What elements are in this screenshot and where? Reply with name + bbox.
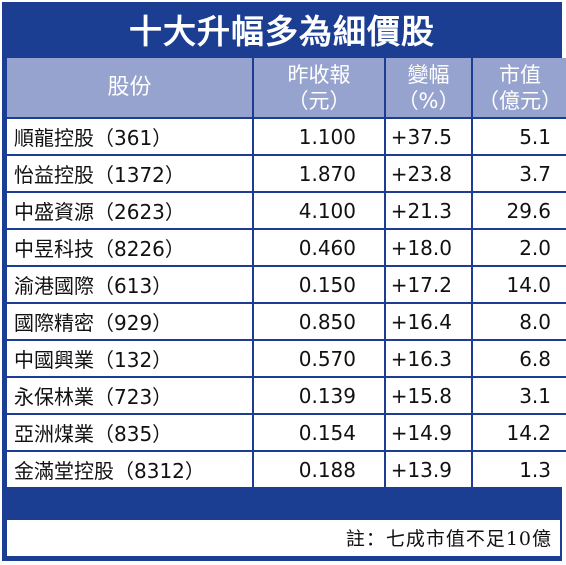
stock-name-cell: 國際精密（929） [7, 304, 252, 339]
market-cap-cell: 2.0 [473, 230, 566, 265]
header-cap-label: 市值 [499, 62, 541, 87]
change-cell: +16.4 [386, 304, 471, 339]
stock-name-cell: 中國興業（132） [7, 341, 252, 376]
market-cap-cell: 3.7 [473, 156, 566, 191]
change-cell: +17.2 [386, 267, 471, 302]
change-cell: +15.8 [386, 378, 471, 413]
close-price-cell: 0.139 [254, 378, 384, 413]
close-price-cell: 1.100 [254, 119, 384, 154]
close-price-cell: 1.870 [254, 156, 384, 191]
footnote: 註：七成市值不足10億 [345, 520, 552, 554]
market-cap-cell: 6.8 [473, 341, 566, 376]
header-close-label: 昨收報 [287, 62, 351, 87]
stock-name-cell: 中昱科技（8226） [7, 230, 252, 265]
close-price-cell: 0.570 [254, 341, 384, 376]
close-price-cell: 0.460 [254, 230, 384, 265]
change-cell: +14.9 [386, 415, 471, 450]
close-price-cell: 0.188 [254, 452, 384, 487]
header-close-unit: （元） [287, 88, 351, 113]
change-cell: +13.9 [386, 452, 471, 487]
stock-table: 股份 昨收報 （元） 變幅 （%） 市值 （億元） 順龍控股（361） 1.100… [7, 58, 566, 487]
change-cell: +37.5 [386, 119, 471, 154]
header-change-unit: （%） [397, 88, 460, 113]
close-price-cell: 0.150 [254, 267, 384, 302]
header-stock: 股份 [7, 58, 252, 117]
stock-name-cell: 渝港國際（613） [7, 267, 252, 302]
close-price-cell: 0.850 [254, 304, 384, 339]
stock-name-cell: 中盛資源（2623） [7, 193, 252, 228]
change-cell: +16.3 [386, 341, 471, 376]
stock-name-cell: 順龍控股（361） [7, 119, 252, 154]
market-cap-cell: 3.1 [473, 378, 566, 413]
header-close: 昨收報 （元） [254, 58, 384, 117]
market-cap-cell: 14.0 [473, 267, 566, 302]
header-change: 變幅 （%） [386, 58, 471, 117]
page-title: 十大升幅多為細價股 [129, 12, 435, 51]
market-cap-cell: 8.0 [473, 304, 566, 339]
stock-name-cell: 怡益控股（1372） [7, 156, 252, 191]
header-cap: 市值 （億元） [473, 58, 566, 117]
change-cell: +23.8 [386, 156, 471, 191]
market-cap-cell: 14.2 [473, 415, 566, 450]
stock-name-cell: 亞洲煤業（835） [7, 415, 252, 450]
close-price-cell: 0.154 [254, 415, 384, 450]
change-cell: +18.0 [386, 230, 471, 265]
header-stock-label: 股份 [107, 74, 152, 100]
header-cap-unit: （億元） [478, 88, 562, 113]
market-cap-cell: 29.6 [473, 193, 566, 228]
header-change-label: 變幅 [407, 62, 450, 87]
close-price-cell: 4.100 [254, 193, 384, 228]
change-cell: +21.3 [386, 193, 471, 228]
stock-name-cell: 永保林業（723） [7, 378, 252, 413]
market-cap-cell: 1.3 [473, 452, 566, 487]
stock-name-cell: 金滿堂控股（8312） [7, 452, 252, 487]
market-cap-cell: 5.1 [473, 119, 566, 154]
